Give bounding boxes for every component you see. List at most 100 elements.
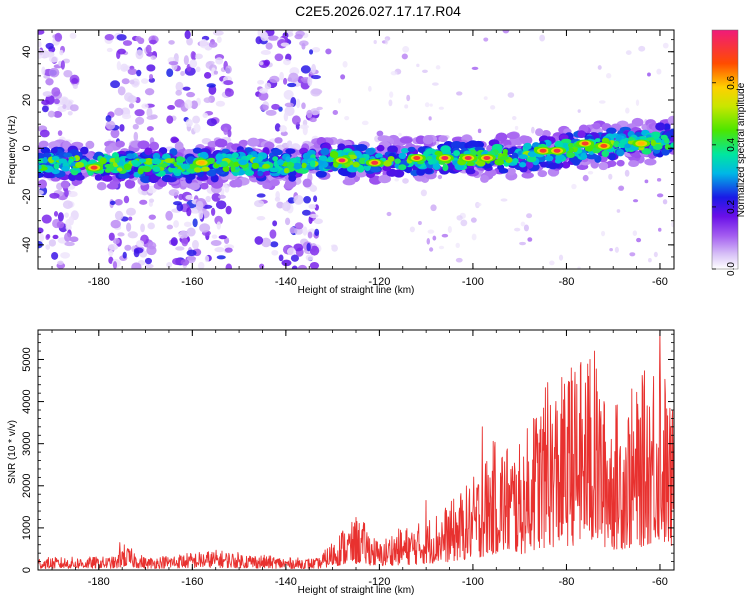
heatmap-cell — [274, 137, 283, 144]
heatmap-cell — [624, 169, 630, 177]
heatmap-cell — [428, 116, 432, 121]
heatmap-cell — [45, 244, 51, 250]
heatmap-cell — [598, 100, 606, 104]
heatmap-cell — [52, 234, 59, 240]
heatmap-cell — [53, 98, 60, 105]
heatmap-cell — [53, 211, 59, 217]
heatmap-cell — [519, 161, 527, 168]
heatmap-cell — [271, 103, 280, 110]
heatmap-cell — [123, 163, 132, 171]
heatmap-cell — [394, 178, 399, 182]
heatmap-cell — [330, 244, 338, 248]
heatmap-cell — [624, 143, 631, 149]
heatmap-cell — [387, 156, 395, 162]
heatmap-cell — [203, 72, 212, 79]
heatmap-cell — [389, 91, 394, 98]
heatmap-cell — [99, 157, 107, 165]
heatmap-cell — [184, 99, 193, 110]
heatmap-cell — [664, 137, 670, 144]
heatmap-cell — [301, 209, 311, 216]
heatmap-cell — [641, 148, 652, 155]
heatmap-cell — [286, 162, 295, 168]
heatmap-cell — [180, 163, 191, 170]
heatmap-cell — [656, 68, 662, 75]
heatmap-cell — [358, 157, 367, 165]
heatmap-cell — [238, 159, 248, 166]
heatmap-cell — [215, 200, 227, 210]
heatmap-cell — [106, 47, 113, 53]
heatmap-cell — [467, 140, 479, 149]
heatmap-cell — [146, 185, 157, 194]
heatmap-cell — [101, 175, 113, 182]
heatmap-cell — [152, 166, 161, 173]
heatmap-cell — [192, 218, 198, 228]
heatmap-cell — [554, 140, 564, 148]
heatmap-cell — [148, 198, 155, 203]
heatmap-cell — [377, 135, 391, 142]
heatmap-cell — [149, 141, 160, 151]
heatmap-cell — [136, 240, 145, 248]
heatmap-cell — [224, 237, 230, 244]
heatmap-cell — [257, 170, 264, 177]
heatmap-cell — [667, 115, 674, 125]
heatmap-cell — [440, 145, 451, 153]
heatmap-cell — [258, 91, 269, 101]
snr-series-line — [38, 330, 674, 569]
heatmap-cell — [255, 36, 263, 45]
heatmap-cell — [74, 174, 85, 181]
heatmap-cell — [210, 239, 222, 246]
heatmap-cell — [577, 130, 586, 139]
heatmap-cell — [526, 156, 537, 163]
heatmap-cell — [230, 164, 236, 172]
heatmap-cell — [105, 115, 112, 122]
heatmap-cell — [394, 158, 401, 164]
heatmap-cell — [174, 141, 184, 151]
heatmap-cell — [455, 242, 460, 249]
heatmap-xtick-label: -140 — [275, 276, 297, 288]
heatmap-cell — [647, 72, 651, 77]
heatmap-cell — [382, 165, 392, 172]
heatmap-cell — [386, 168, 398, 177]
heatmap-cell — [442, 163, 449, 172]
heatmap-cell — [194, 53, 203, 60]
heatmap-cell — [175, 156, 185, 164]
heatmap-cell — [332, 110, 339, 115]
heatmap-cell — [291, 115, 301, 125]
heatmap-cell — [325, 48, 332, 55]
heatmap-cell — [57, 212, 64, 222]
heatmap-cell — [285, 148, 296, 154]
heatmap-cell — [192, 115, 201, 124]
heatmap-ytick-label: 0 — [21, 145, 33, 151]
heatmap-cell — [663, 123, 671, 131]
heatmap-cell — [118, 172, 131, 179]
heatmap-cell — [257, 155, 263, 162]
heatmap-cell — [60, 180, 70, 189]
heatmap-cell — [121, 113, 132, 120]
heatmap-cell — [352, 161, 360, 168]
heatmap-cell — [192, 147, 202, 154]
heatmap-xtick-label: -80 — [558, 276, 574, 288]
heatmap-cell — [215, 153, 224, 162]
heatmap-cell — [218, 235, 227, 240]
heatmap-ytick-label: -20 — [21, 189, 33, 205]
heatmap-cell — [283, 89, 294, 100]
heatmap-cell — [531, 126, 535, 134]
heatmap-cell — [135, 49, 144, 60]
heatmap-cell — [186, 37, 193, 46]
heatmap-cell — [309, 213, 319, 219]
heatmap-cell — [311, 47, 321, 53]
heatmap-cell — [384, 37, 389, 45]
heatmap-cell — [199, 38, 208, 49]
heatmap-cell — [272, 156, 279, 162]
heatmap-cell — [126, 207, 136, 216]
heatmap-cell — [195, 200, 204, 211]
heatmap-cell — [108, 232, 115, 241]
heatmap-cell — [225, 65, 232, 74]
heatmap-cell — [116, 34, 127, 41]
heatmap-cell — [215, 100, 226, 107]
heatmap-cell — [506, 132, 520, 140]
heatmap-cell — [116, 167, 123, 172]
heatmap-cell — [300, 65, 311, 74]
heatmap-cell — [280, 42, 290, 47]
heatmap-cell — [167, 105, 176, 110]
